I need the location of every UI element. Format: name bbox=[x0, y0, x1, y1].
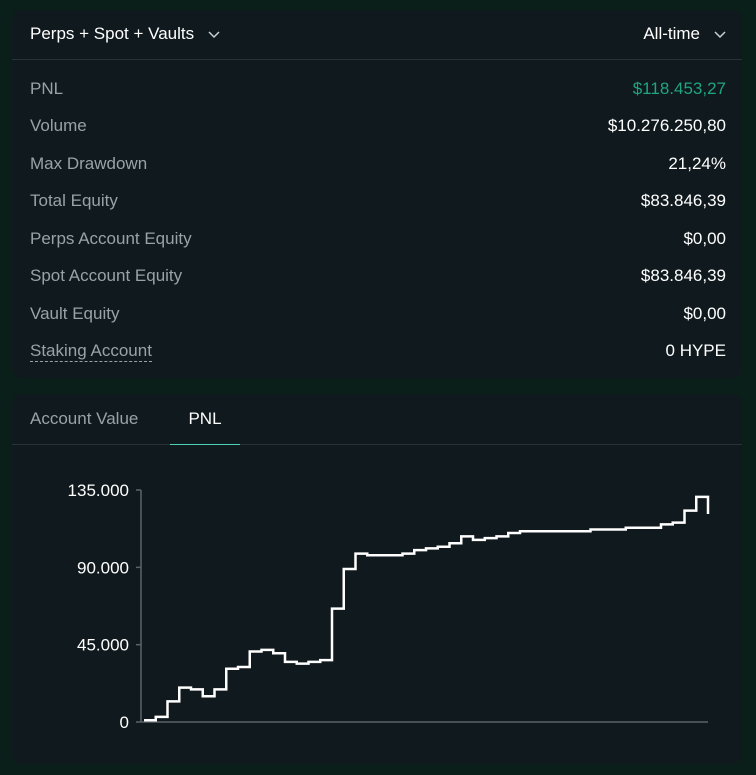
scope-dropdown-label: Perps + Spot + Vaults bbox=[30, 24, 195, 43]
stat-label: Vault Equity bbox=[30, 303, 120, 323]
chevron-down-icon bbox=[208, 31, 220, 39]
stat-value: 0 HYPE bbox=[665, 341, 726, 361]
stat-label: Volume bbox=[30, 116, 87, 136]
y-tick-label: 90.000 bbox=[77, 558, 129, 577]
pnl-data-point bbox=[296, 663, 298, 665]
scope-dropdown[interactable]: Perps + Spot + Vaults bbox=[30, 10, 222, 58]
pnl-data-point bbox=[413, 549, 415, 551]
pnl-data-point bbox=[613, 529, 615, 531]
pnl-data-point bbox=[390, 554, 392, 556]
pnl-data-point bbox=[237, 666, 239, 668]
pnl-data-point bbox=[637, 527, 639, 529]
stat-value: $83.846,39 bbox=[640, 191, 726, 211]
stats-header: Perps + Spot + Vaults All-time bbox=[12, 10, 742, 60]
pnl-data-point bbox=[319, 659, 321, 661]
pnl-data-point bbox=[202, 695, 204, 697]
stat-label: PNL bbox=[30, 78, 64, 98]
stat-row-max-drawdown: Max Drawdown 21,24% bbox=[30, 145, 726, 183]
pnl-data-point bbox=[402, 553, 404, 555]
pnl-data-point bbox=[660, 523, 662, 525]
header-divider bbox=[12, 59, 742, 60]
y-tick-label: 135.000 bbox=[68, 481, 129, 500]
pnl-data-point bbox=[284, 661, 286, 663]
stat-value: $83.846,39 bbox=[640, 266, 726, 286]
stat-row-total-equity: Total Equity $83.846,39 bbox=[30, 183, 726, 221]
pnl-data-point bbox=[214, 688, 216, 690]
pnl-data-point bbox=[672, 522, 674, 524]
pnl-data-point bbox=[225, 668, 227, 670]
stat-value: $0,00 bbox=[683, 303, 726, 323]
pnl-data-point bbox=[378, 554, 380, 556]
stat-row-perps-equity: Perps Account Equity $0,00 bbox=[30, 220, 726, 258]
pnl-data-point bbox=[625, 527, 627, 529]
stat-label: Perps Account Equity bbox=[30, 228, 192, 248]
stat-label: Total Equity bbox=[30, 191, 118, 211]
pnl-data-point bbox=[684, 510, 686, 512]
pnl-data-point bbox=[531, 530, 533, 532]
pnl-data-point bbox=[472, 539, 474, 541]
pnl-data-point bbox=[707, 513, 709, 515]
stat-row-pnl: PNL $118.453,27 bbox=[30, 70, 726, 108]
stat-value: $10.276.250,80 bbox=[607, 116, 726, 136]
pnl-data-point bbox=[343, 568, 345, 570]
pnl-data-point bbox=[554, 530, 556, 532]
pnl-data-point bbox=[507, 532, 509, 534]
stat-label: Spot Account Equity bbox=[30, 266, 183, 286]
time-range-dropdown-label: All-time bbox=[643, 24, 700, 43]
pnl-data-point bbox=[308, 661, 310, 663]
staking-account-label[interactable]: Staking Account bbox=[30, 340, 152, 362]
chart-card: Account Value PNL 0 45.000 90.000 135.000 bbox=[12, 394, 742, 764]
pnl-data-point bbox=[167, 700, 169, 702]
stat-value: 21,24% bbox=[668, 153, 726, 173]
pnl-data-point bbox=[449, 542, 451, 544]
pnl-data-point bbox=[261, 649, 263, 651]
chevron-down-icon bbox=[714, 31, 726, 39]
pnl-data-point bbox=[178, 687, 180, 689]
pnl-data-point bbox=[601, 529, 603, 531]
pnl-data-point bbox=[590, 529, 592, 531]
pnl-data-point bbox=[543, 530, 545, 532]
pnl-data-point bbox=[425, 547, 427, 549]
stat-row-staking-account: Staking Account 0 HYPE bbox=[30, 333, 726, 371]
y-tick-label: 0 bbox=[120, 713, 129, 732]
stat-value: $0,00 bbox=[683, 228, 726, 248]
pnl-data-point bbox=[366, 554, 368, 556]
pnl-data-point bbox=[695, 496, 697, 498]
pnl-data-point bbox=[143, 719, 145, 721]
time-range-dropdown[interactable]: All-time bbox=[643, 10, 728, 58]
pnl-chart: 0 45.000 90.000 135.000 bbox=[68, 481, 710, 732]
pnl-data-point bbox=[496, 535, 498, 537]
pnl-data-point bbox=[566, 530, 568, 532]
pnl-data-point bbox=[460, 535, 462, 537]
stat-value: $118.453,27 bbox=[632, 78, 726, 98]
pnl-data-point bbox=[155, 716, 157, 718]
stats-rows: PNL $118.453,27 Volume $10.276.250,80 Ma… bbox=[30, 70, 726, 370]
pnl-data-point bbox=[648, 527, 650, 529]
stat-row-spot-equity: Spot Account Equity $83.846,39 bbox=[30, 258, 726, 296]
pnl-data-point bbox=[249, 651, 251, 653]
pnl-data-point bbox=[355, 553, 357, 555]
y-tick-label: 45.000 bbox=[77, 636, 129, 655]
portfolio-stats-card: Perps + Spot + Vaults All-time PNL $118.… bbox=[12, 10, 742, 378]
stat-row-volume: Volume $10.276.250,80 bbox=[30, 108, 726, 146]
pnl-data-point bbox=[190, 688, 192, 690]
pnl-data-point bbox=[578, 530, 580, 532]
stat-row-vault-equity: Vault Equity $0,00 bbox=[30, 295, 726, 333]
tab-account-value[interactable]: Account Value bbox=[30, 409, 139, 428]
tab-pnl[interactable]: PNL bbox=[170, 394, 240, 445]
pnl-series-line bbox=[144, 495, 710, 722]
pnl-data-point bbox=[331, 608, 333, 610]
stat-label: Max Drawdown bbox=[30, 153, 148, 173]
pnl-data-point bbox=[519, 530, 521, 532]
pnl-data-point bbox=[484, 537, 486, 539]
pnl-data-point bbox=[272, 652, 274, 654]
chart-tabs: Account Value PNL bbox=[12, 394, 742, 445]
pnl-data-point bbox=[437, 546, 439, 548]
